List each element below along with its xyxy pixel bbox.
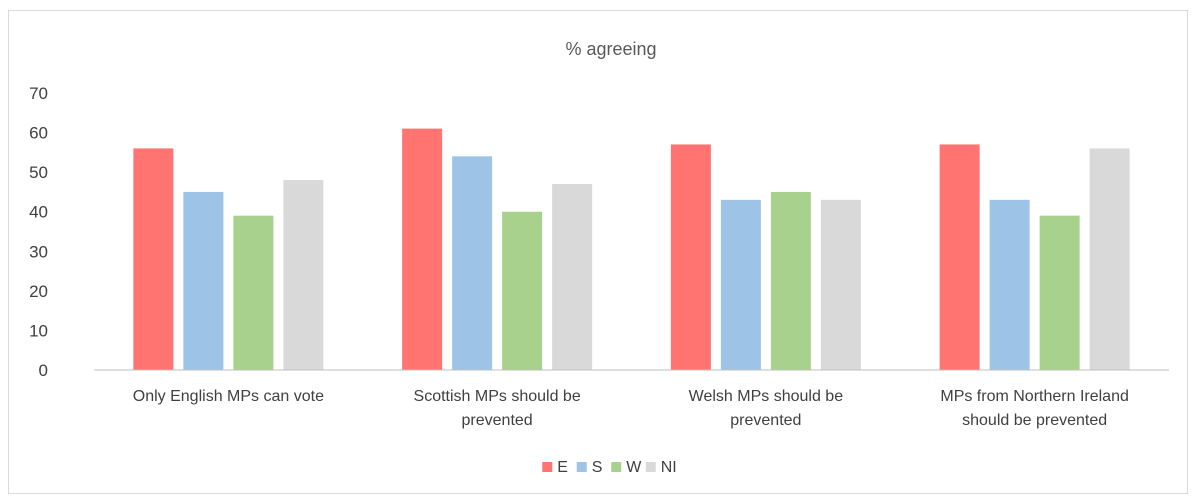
y-tick-label: 40 — [29, 203, 48, 222]
x-category-label: MPs from Northern Ireland should be preve… — [940, 388, 1129, 429]
bar-s — [989, 199, 1030, 370]
bar-w — [770, 191, 811, 370]
bar-e — [402, 128, 443, 370]
bar-s — [452, 156, 493, 370]
bar-e — [133, 148, 174, 370]
x-category-label: Scottish MPs should be prevented — [414, 388, 581, 429]
chart-title: % agreeing — [565, 39, 656, 59]
y-tick-label: 30 — [29, 242, 48, 261]
category-labels: Only English MPs can vote Scottish MPs sh… — [133, 388, 1129, 429]
x-category-label: Only English MPs can vote — [133, 388, 324, 405]
x-category-label: Welsh MPs should be prevented — [689, 388, 844, 429]
bar-w — [1039, 215, 1080, 370]
legend-label-s: S — [592, 459, 603, 476]
y-tick-label: 20 — [29, 282, 48, 301]
bars — [133, 128, 1130, 370]
legend-swatch-e — [542, 462, 553, 472]
y-axis-ticks: 0 10 20 30 40 50 60 70 — [29, 84, 48, 380]
y-tick-label: 60 — [29, 124, 48, 143]
legend-swatch-ni — [645, 462, 656, 472]
bar-w — [502, 211, 543, 370]
bar-e — [939, 144, 980, 370]
bar-s — [183, 191, 224, 370]
y-tick-label: 0 — [39, 361, 48, 380]
legend: E S W NI — [542, 459, 677, 476]
bar-e — [670, 144, 711, 370]
bar-s — [720, 199, 761, 370]
legend-swatch-s — [576, 462, 587, 472]
y-tick-label: 70 — [29, 84, 48, 103]
bar-w — [233, 215, 274, 370]
bar-ni — [820, 199, 861, 370]
bar-ni — [283, 180, 324, 370]
legend-swatch-w — [611, 462, 622, 472]
bar-ni — [1089, 148, 1130, 370]
legend-label-ni: NI — [661, 459, 677, 476]
legend-label-w: W — [626, 459, 642, 476]
y-tick-label: 50 — [29, 163, 48, 182]
legend-label-e: E — [557, 459, 568, 476]
bar-ni — [552, 184, 593, 370]
y-tick-label: 10 — [29, 321, 48, 340]
